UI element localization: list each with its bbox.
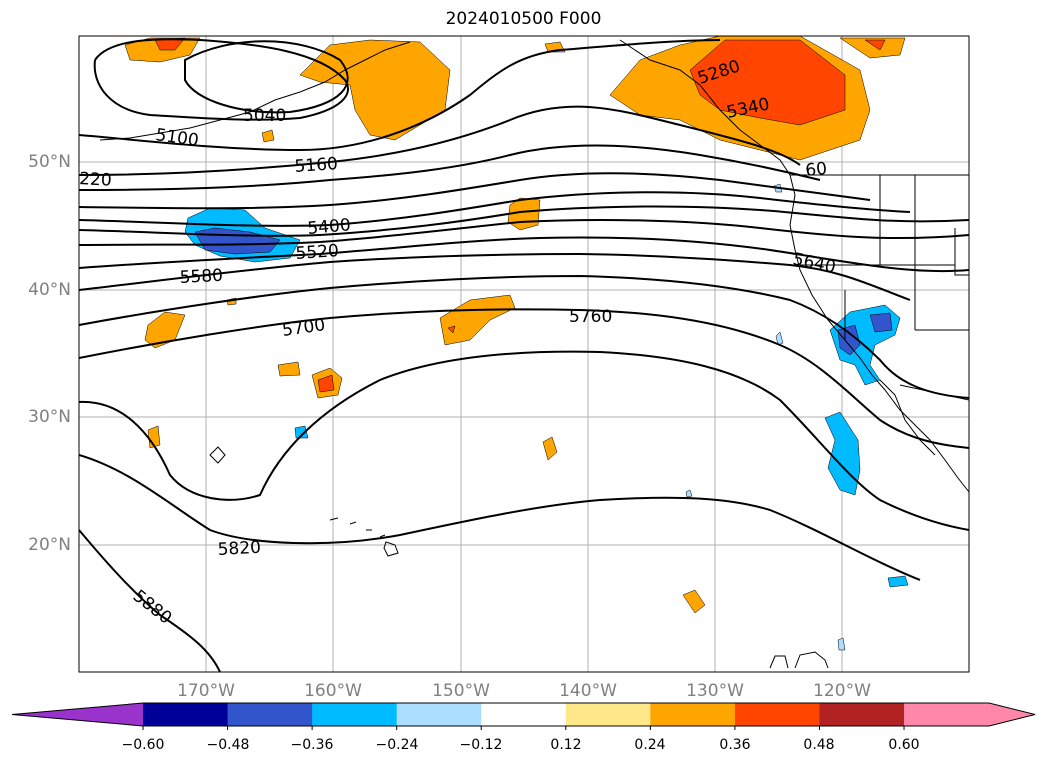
lon-label-170w: 170°W [177, 681, 235, 701]
map-frame [78, 35, 970, 673]
colorbar-box [565, 703, 651, 726]
contour-5880 [79, 529, 221, 672]
colorbar-tick: 0.60 [888, 737, 920, 753]
contour-label: 5640 [791, 249, 837, 278]
contour-low-center [184, 40, 349, 114]
contour-label: 220 [79, 169, 112, 191]
colorbar-box [312, 703, 398, 726]
colorbar-extend-low [12, 703, 143, 726]
colorbar-box [650, 703, 736, 726]
lon-label-160w: 160°W [304, 681, 362, 701]
height-contours [79, 38, 969, 672]
contour-label: 5580 [179, 266, 223, 288]
colorbar [11, 702, 1036, 730]
positive-shading [124, 36, 906, 614]
lat-label-40: 40°N [28, 280, 71, 300]
colorbar-tick: −0.48 [206, 737, 250, 753]
colorbar-box [904, 703, 989, 726]
colorbar-box [396, 703, 482, 726]
contour-label: 5760 [569, 307, 612, 327]
baja-blue-area [824, 411, 861, 496]
contour-label: 5880 [129, 586, 175, 628]
contour-label: 5160 [294, 154, 339, 177]
colorbar-box [481, 703, 567, 726]
baja-coast [879, 379, 936, 456]
aleutian-chain [99, 81, 326, 141]
colorbar-box [227, 703, 313, 726]
contour-label: 5820 [217, 538, 261, 560]
contour-label: 5400 [307, 215, 352, 239]
gridlines [79, 36, 969, 672]
lon-label-150w: 150°W [432, 681, 490, 701]
north-america-coast [619, 39, 969, 493]
colorbar-tick: 0.24 [634, 737, 666, 753]
colorbar-box [734, 703, 820, 726]
ne-orange-area [839, 37, 906, 59]
ne-red-area [864, 39, 886, 51]
colorbar-tick: −0.24 [375, 737, 419, 753]
colorbar-tick: 0.48 [803, 737, 835, 753]
colorbar-tick: −0.36 [290, 737, 334, 753]
colorbar-extend-high [989, 703, 1035, 726]
lon-label-140w: 140°W [559, 681, 617, 701]
islands [209, 446, 829, 669]
contour-label: 5520 [295, 241, 340, 264]
contour-label: 5700 [281, 315, 327, 341]
contour-5820 [79, 350, 969, 531]
alaska-orange-area [299, 39, 451, 141]
colorbar-box [143, 703, 229, 726]
colorbar-tick: 0.36 [719, 737, 751, 753]
lon-label-130w: 130°W [686, 681, 744, 701]
map-title: 2024010500 F000 [445, 9, 602, 29]
contour-label: 5100 [154, 125, 200, 151]
colorbar-box [819, 703, 905, 726]
lon-label-120w: 120°W [813, 681, 871, 701]
california-darkblue-area [837, 324, 861, 356]
gulf-red-area [689, 39, 846, 126]
hawaii-islands [329, 517, 399, 557]
lat-label-50: 50°N [28, 152, 71, 172]
contour-label: 60 [804, 159, 828, 181]
colorbar-tick: 0.12 [550, 737, 582, 753]
colorbar-tick: −0.60 [121, 737, 165, 753]
colorbar-tick: −0.12 [459, 737, 503, 753]
contour-label: 5040 [243, 106, 286, 126]
lat-label-20: 20°N [28, 535, 71, 555]
lat-label-30: 30°N [28, 407, 71, 427]
